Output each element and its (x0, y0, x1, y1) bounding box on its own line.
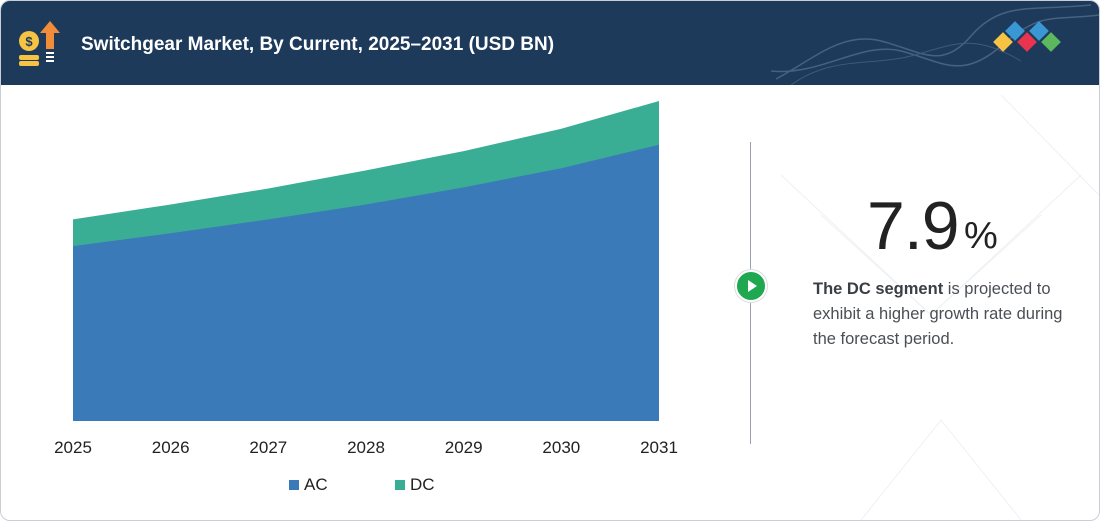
background-decoration (780, 94, 1099, 520)
next-button[interactable] (735, 270, 767, 302)
money-growth-icon: $ (19, 21, 60, 66)
x-tick-label: 2028 (347, 438, 385, 457)
header-bar: $ Switchgear Market, By Current, 2025–20… (1, 1, 1099, 85)
x-tick-label: 2027 (249, 438, 287, 457)
legend-label-ac: AC (304, 475, 328, 494)
legend-swatch-ac (289, 480, 299, 490)
brand-logo-icon (993, 21, 1061, 52)
x-tick-label: 2030 (542, 438, 580, 457)
header-decoration (771, 4, 1099, 85)
x-tick-label: 2031 (640, 438, 678, 457)
x-tick-label: 2026 (152, 438, 190, 457)
series-area-ac (73, 144, 659, 421)
x-tick-label: 2025 (54, 438, 92, 457)
x-tick-label: 2029 (445, 438, 483, 457)
legend-label-dc: DC (410, 475, 435, 494)
highlight-note-text: is projected to exhibit a higher growth … (813, 280, 1063, 348)
legend-swatch-dc (395, 480, 405, 490)
growth-rate-value: 7.9 (867, 188, 960, 264)
page-title: Switchgear Market, By Current, 2025–2031… (81, 34, 555, 55)
highlight-note: The DC segment is projected to exhibit a… (813, 277, 1083, 352)
play-icon (748, 280, 757, 292)
svg-text:$: $ (25, 34, 33, 49)
growth-rate-unit: % (964, 215, 998, 257)
highlight-note-bold: The DC segment (813, 280, 944, 298)
stacked-area-chart: 2025 2026 2027 2028 2029 2030 2031 (54, 101, 678, 457)
